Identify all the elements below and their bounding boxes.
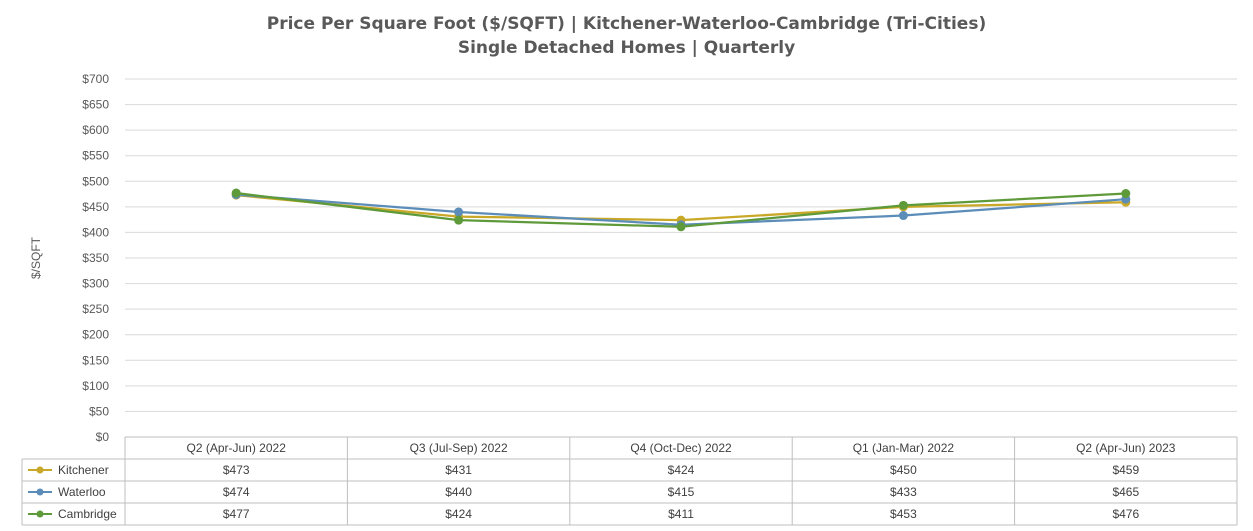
data-table-value: $440 [445, 485, 472, 499]
data-table-value: $431 [445, 463, 472, 477]
y-tick-label: $50 [89, 404, 109, 418]
chart-title: Price Per Square Foot ($/SQFT) | Kitchen… [266, 14, 987, 34]
legend-entry: Kitchener [58, 463, 109, 477]
data-point-cambridge [1121, 189, 1131, 199]
data-point-cambridge [898, 200, 908, 210]
y-tick-label: $500 [82, 174, 109, 188]
data-table-value: $473 [223, 463, 250, 477]
data-table-value: $474 [223, 485, 250, 499]
y-tick-label: $300 [82, 277, 109, 291]
data-table-value: $411 [668, 507, 694, 521]
legend-key-marker [36, 466, 44, 474]
data-point-waterloo [898, 211, 908, 221]
data-table-value: $415 [668, 485, 695, 499]
legend-entry: Waterloo [58, 485, 106, 499]
data-table-value: $424 [445, 507, 472, 521]
legend-key-marker [36, 510, 44, 518]
data-table-value: $465 [1112, 485, 1139, 499]
data-table-value: $424 [668, 463, 695, 477]
data-table-value: $476 [1112, 507, 1139, 521]
x-tick-label: Q2 (Apr-Jun) 2023 [1076, 441, 1176, 455]
data-table: Q2 (Apr-Jun) 2022 Q3 (Jul-Sep) 2022 Q4 (Oc… [21, 436, 1238, 526]
x-tick-label: Q4 (Oct-Dec) 2022 [630, 441, 732, 455]
data-table-value: $459 [1112, 463, 1139, 477]
data-table-value: $433 [890, 485, 917, 499]
y-axis-ticks: $0 $50 $100 $150 $200 $250 $300 $350 $400 $450 $50… [82, 72, 109, 444]
data-point-cambridge [454, 215, 464, 225]
y-tick-label: $100 [82, 379, 109, 393]
y-tick-label: $450 [82, 200, 109, 214]
y-tick-label: $600 [82, 123, 109, 137]
legend-key-marker [36, 488, 44, 496]
y-tick-label: $250 [82, 302, 109, 316]
chart-subtitle: Single Detached Homes | Quarterly [457, 38, 796, 58]
data-table-value: $450 [890, 463, 917, 477]
data-table-value: $453 [890, 507, 917, 521]
y-tick-label: $0 [96, 430, 110, 444]
data-table-value: $477 [223, 507, 250, 521]
y-tick-label: $350 [82, 251, 109, 265]
y-tick-label: $150 [82, 353, 109, 367]
x-tick-label: Q3 (Jul-Sep) 2022 [410, 441, 508, 455]
data-point-cambridge [676, 222, 686, 232]
y-tick-label: $200 [82, 328, 109, 342]
legend-entry: Cambridge [58, 507, 117, 521]
x-tick-label: Q2 (Apr-Jun) 2022 [187, 441, 287, 455]
y-tick-label: $650 [82, 98, 109, 112]
x-tick-label: Q1 (Jan-Mar) 2022 [853, 441, 955, 455]
y-tick-label: $550 [82, 149, 109, 163]
data-point-waterloo [454, 207, 464, 217]
y-axis-label: $/SQFT [29, 236, 43, 279]
series-lines [231, 188, 1131, 232]
gridlines [125, 78, 1237, 438]
data-point-cambridge [231, 188, 241, 198]
chart-title-block: Price Per Square Foot ($/SQFT) | Kitchen… [0, 12, 1253, 60]
y-tick-label: $700 [82, 72, 109, 86]
y-tick-label: $400 [82, 225, 109, 239]
